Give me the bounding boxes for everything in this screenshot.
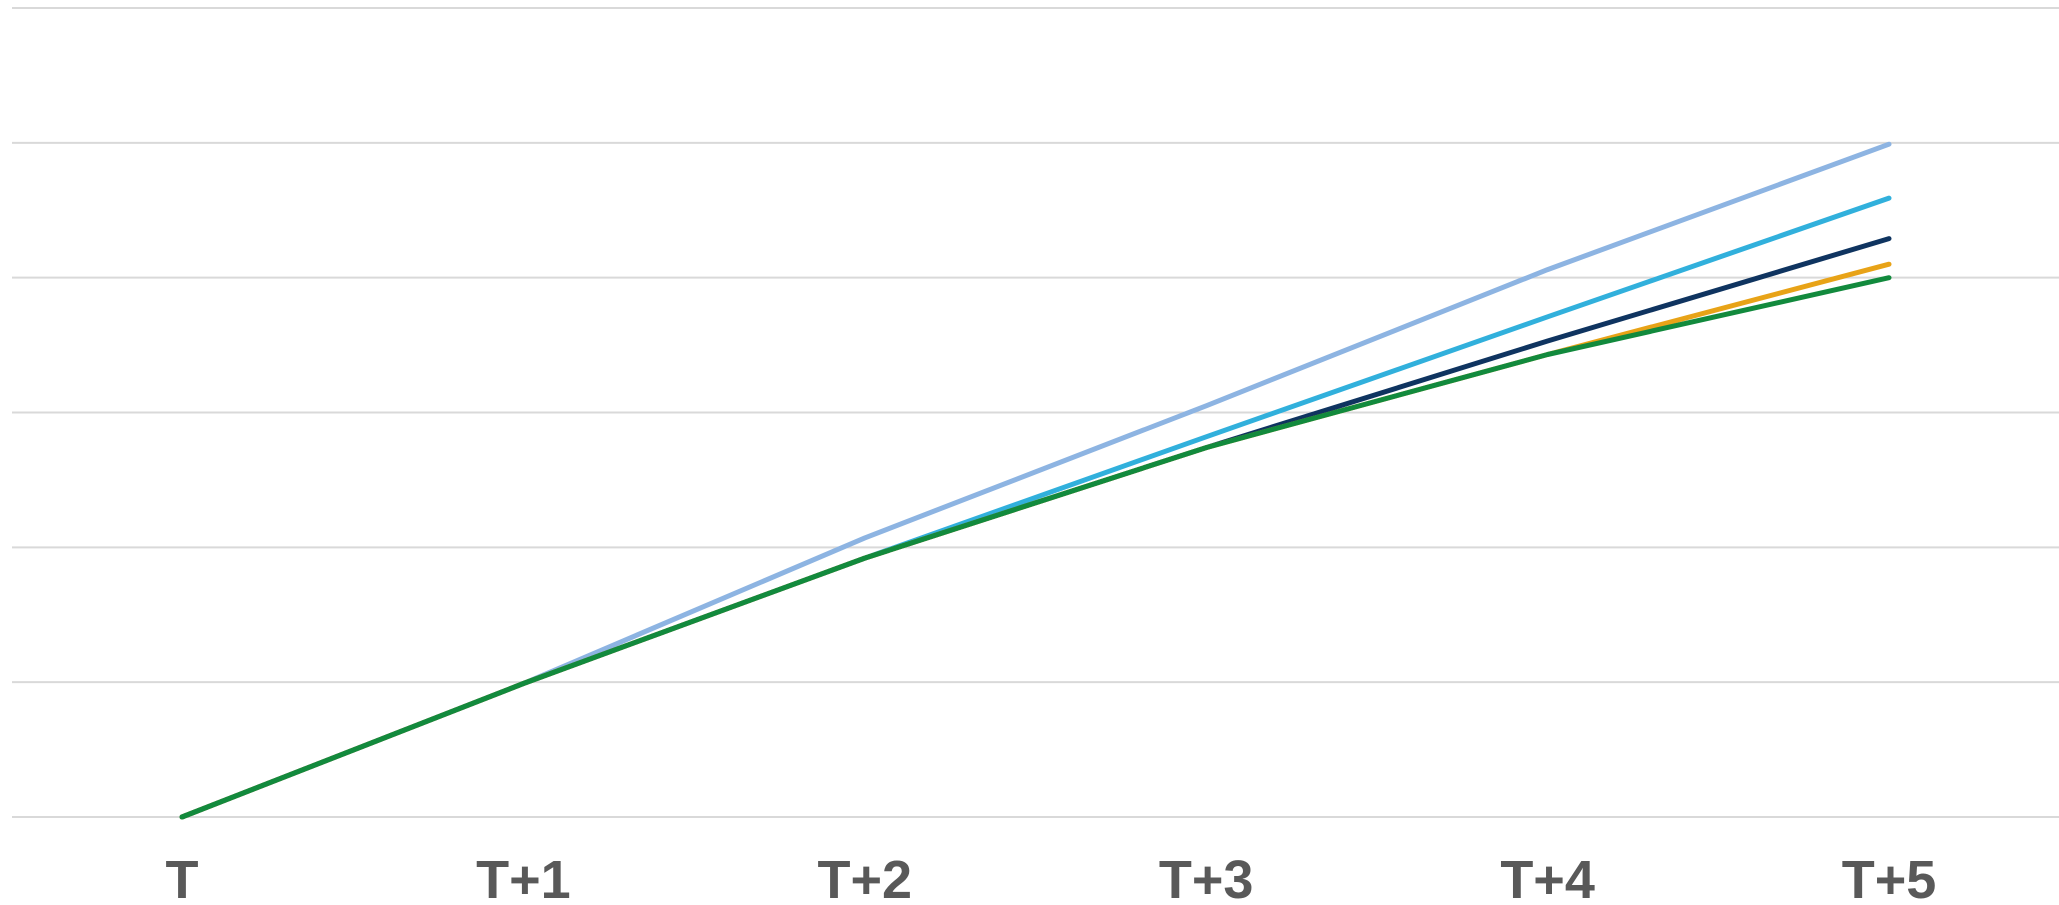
series-line-2: [179, 195, 1892, 820]
x-axis-tick-labels: T T+1 T+2 T+3 T+4 T+5: [166, 850, 1937, 905]
series-lines: [179, 141, 1892, 820]
x-tick-label: T+4: [1500, 850, 1595, 905]
x-tick-label: T+2: [818, 850, 913, 905]
x-tick-label: T+3: [1159, 850, 1254, 905]
series-line-4: [179, 261, 1892, 820]
series-line-3: [179, 236, 1892, 820]
x-tick-label: T+1: [476, 850, 571, 905]
x-tick-label: T+5: [1842, 850, 1937, 905]
series-line-5: [179, 275, 1892, 820]
gridlines: [12, 7, 2059, 818]
x-tick-label: T: [166, 850, 199, 905]
